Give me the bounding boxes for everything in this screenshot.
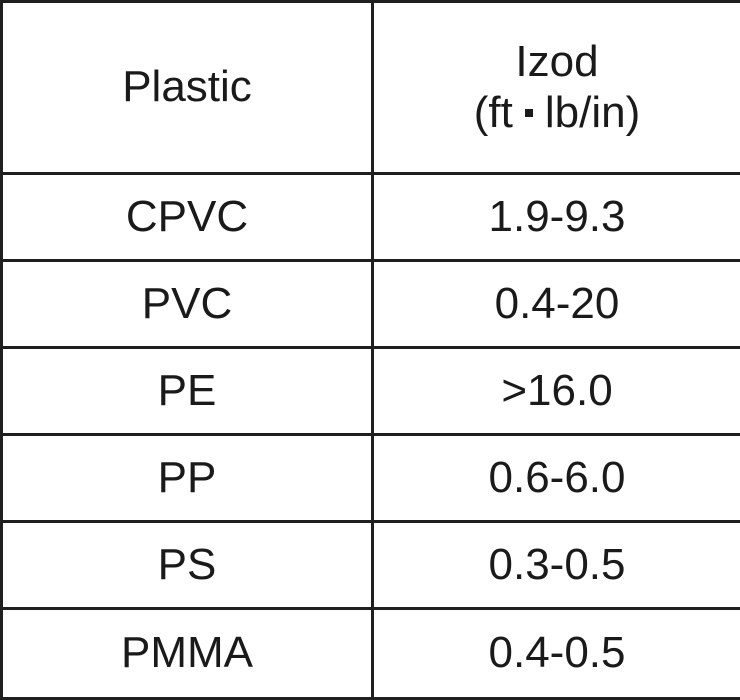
- header-plastic: Plastic: [2, 2, 373, 174]
- header-izod: Izod (ft lb/in): [373, 2, 740, 174]
- cell-izod: 0.4-0.5: [373, 609, 740, 699]
- table-row: PE >16.0: [2, 348, 740, 435]
- table-header-row: Plastic Izod (ft lb/in): [2, 2, 740, 174]
- cell-izod: >16.0: [373, 348, 740, 435]
- multiplication-dot-icon: [525, 109, 533, 117]
- table-row: PS 0.3-0.5: [2, 522, 740, 609]
- header-izod-unit-left: (ft: [474, 88, 513, 137]
- header-izod-unit: (ft lb/in): [374, 88, 740, 139]
- cell-plastic: CPVC: [2, 174, 373, 261]
- table-row: PMMA 0.4-0.5: [2, 609, 740, 699]
- table-row: CPVC 1.9-9.3: [2, 174, 740, 261]
- header-izod-title: Izod: [374, 37, 740, 88]
- cell-izod: 0.3-0.5: [373, 522, 740, 609]
- cell-plastic: PS: [2, 522, 373, 609]
- table-row: PP 0.6-6.0: [2, 435, 740, 522]
- cell-plastic: PP: [2, 435, 373, 522]
- cell-plastic: PMMA: [2, 609, 373, 699]
- cell-plastic: PE: [2, 348, 373, 435]
- cell-plastic: PVC: [2, 261, 373, 348]
- table-row: PVC 0.4-20: [2, 261, 740, 348]
- cell-izod: 0.6-6.0: [373, 435, 740, 522]
- cell-izod: 1.9-9.3: [373, 174, 740, 261]
- header-izod-unit-right: lb/in): [545, 88, 640, 137]
- cell-izod: 0.4-20: [373, 261, 740, 348]
